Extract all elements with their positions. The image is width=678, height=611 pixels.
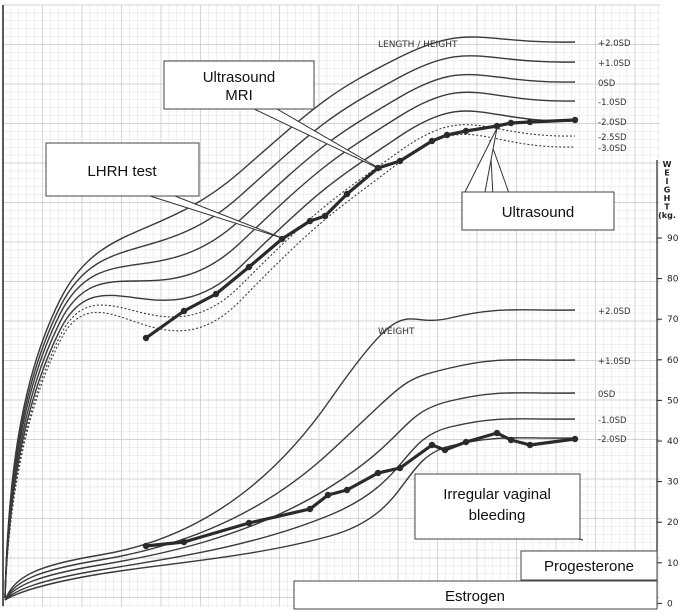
height-reference-curves <box>4 36 576 599</box>
height-curve <box>4 73 576 599</box>
weight-curve-label: -1.0SD <box>598 416 627 426</box>
height-curve <box>4 36 576 599</box>
height-curve-label: 0SD <box>598 79 616 89</box>
weight-reference-curves <box>4 309 576 601</box>
weight-panel-label: WEIGHT <box>378 327 415 337</box>
height-curve <box>4 91 576 599</box>
height-point <box>306 217 314 225</box>
callout-box-lhrh <box>45 142 200 197</box>
right-axis-tick-label: 50 <box>667 396 678 406</box>
height-panel-label: LENGTH / HEIGHT <box>378 40 458 50</box>
weight-curve <box>4 359 576 601</box>
patient-weight-series <box>142 429 579 550</box>
right-axis-title-letter: H <box>664 194 671 203</box>
weight-point <box>493 429 501 437</box>
right-axis-title-letter: I <box>666 177 669 186</box>
weight-curve <box>4 392 576 601</box>
weight-point <box>343 486 351 494</box>
callout-box-bleeding <box>414 473 581 540</box>
weight-point <box>428 441 436 449</box>
weight-point <box>245 519 253 527</box>
height-curve-label: +1.0SD <box>598 59 631 69</box>
callout-box-ultrasound <box>461 191 615 231</box>
weight-point <box>571 435 579 443</box>
height-point <box>462 127 470 135</box>
height-point <box>428 137 436 145</box>
weight-curve-labels: +2.0SD +1.0SD 0SD -1.0SD -2.0SD <box>598 307 631 445</box>
right-axis-tick-label: 70 <box>667 315 678 325</box>
height-curve-label: -3.0SD <box>598 144 627 154</box>
right-axis-tick-label: 30 <box>667 478 678 488</box>
right-axis-title-letter: E <box>664 169 669 178</box>
weight-curve <box>4 437 576 601</box>
right-axis-tick-label: 10 <box>667 559 678 569</box>
callout-progesterone-text: Progesterone <box>544 558 634 575</box>
right-axis-unit: (kg. <box>658 211 676 220</box>
callout-bleeding-line1: Irregular vaginal <box>443 486 551 503</box>
right-weight-axis: WEIGHT(kg. 90 80 70 60 50 40 30 20 10 0 <box>656 160 678 609</box>
height-point <box>396 157 404 165</box>
weight-point <box>306 505 314 513</box>
weight-curve <box>4 418 576 601</box>
height-point <box>507 119 515 127</box>
callout-box-ultrasound-mri <box>163 60 315 110</box>
weight-point <box>462 438 470 446</box>
weight-point <box>526 441 534 449</box>
callout-lhrh-text: LHRH test <box>87 163 157 180</box>
height-point <box>443 131 451 139</box>
callout-box-progesterone <box>520 550 658 581</box>
right-axis-title-letter: T <box>664 203 670 212</box>
right-axis-tick-label: 90 <box>667 234 678 244</box>
right-axis-title-letter: G <box>664 186 671 195</box>
callout-estrogen-text: Estrogen <box>445 588 505 605</box>
right-axis-title-letter: W <box>663 160 672 169</box>
weight-point <box>142 542 150 550</box>
height-point <box>526 118 534 126</box>
height-point <box>245 263 253 271</box>
height-curve-label: -1.0SD <box>598 98 627 108</box>
height-point <box>321 212 329 220</box>
height-curve <box>4 55 576 599</box>
callout-ultrasound-mri-line1: Ultrasound <box>203 69 276 86</box>
weight-curve-label: -2.0SD <box>598 435 627 445</box>
height-curve <box>4 110 576 599</box>
callout-ultrasound-mri-line2: MRI <box>225 87 253 104</box>
right-axis-tick-label: 0 <box>667 599 673 609</box>
callout-ultrasound-text: Ultrasound <box>502 204 575 221</box>
weight-point <box>441 446 449 454</box>
height-curve-label: +2.0SD <box>598 39 631 49</box>
height-curve-label: -2.5SD <box>598 133 627 143</box>
callout-box-estrogen <box>293 580 658 610</box>
callouts: Ultrasound MRI LHRH test Ultrasound Irre… <box>45 60 658 610</box>
weight-point <box>374 469 382 477</box>
right-axis-tick-label: 60 <box>667 356 678 366</box>
height-point <box>212 290 220 298</box>
weight-point <box>324 491 332 499</box>
weight-point <box>396 464 404 472</box>
weight-curve <box>4 309 576 601</box>
right-axis-tick-label: 80 <box>667 275 678 285</box>
height-point <box>180 307 188 315</box>
weight-curve-label: +1.0SD <box>598 357 631 367</box>
weight-curve-label: +2.0SD <box>598 307 631 317</box>
height-point <box>142 334 150 342</box>
height-curve-labels: +2.0SD +1.0SD 0SD -1.0SD -2.0SD -2.5SD-3.0SD <box>598 39 631 154</box>
callout-bleeding-line2: bleeding <box>469 507 526 524</box>
height-point <box>343 190 351 198</box>
height-curve-label: -2.0SD <box>598 118 627 128</box>
right-axis-tick-label: 20 <box>667 518 678 528</box>
height-curve <box>4 124 576 599</box>
height-point <box>571 116 579 124</box>
weight-point <box>507 436 515 444</box>
weight-curve-label: 0SD <box>598 390 616 400</box>
right-axis-tick-label: 40 <box>667 437 678 447</box>
height-point <box>493 122 501 130</box>
weight-point <box>180 538 188 546</box>
